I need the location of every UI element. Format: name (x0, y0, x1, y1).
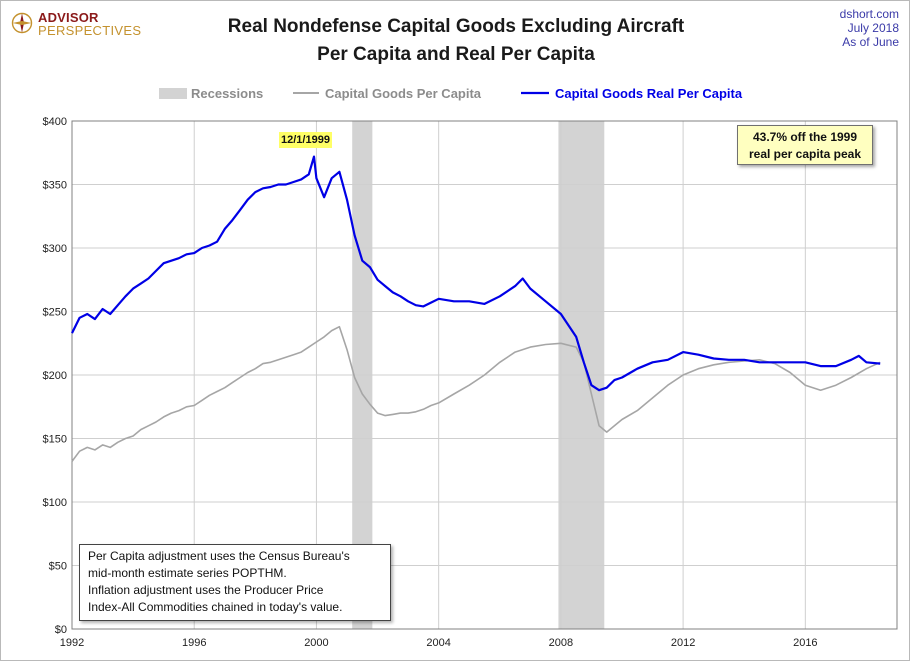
legend-label-nominal: Capital Goods Per Capita (325, 86, 482, 101)
annotation-line-1: 43.7% off the 1999 (752, 130, 858, 144)
peak-date-label: 12/1/1999 (279, 132, 332, 148)
compass-icon (11, 12, 33, 34)
note-line: Per Capita adjustment uses the Census Bu… (88, 549, 350, 563)
legend-label-recessions: Recessions (191, 86, 263, 101)
legend-swatch-recessions (159, 88, 187, 99)
source-info: dshort.com July 2018 As of June (840, 7, 899, 49)
methodology-note: Per Capita adjustment uses the Census Bu… (79, 544, 391, 621)
logo-line-1: ADVISOR (38, 10, 99, 25)
x-tick-label: 2004 (426, 637, 450, 649)
logo-line-2: PERSPECTIVES (38, 23, 142, 38)
x-tick-label: 1992 (60, 637, 84, 649)
x-tick-label: 2016 (793, 637, 817, 649)
x-tick-label: 1996 (182, 637, 206, 649)
series-lines (71, 155, 881, 462)
note-line: Index-All Commodities chained in today's… (88, 600, 343, 614)
y-tick-label: $150 (43, 434, 67, 446)
source-site: dshort.com (839, 7, 899, 21)
y-tick-label: $350 (43, 180, 67, 192)
chart-title: Real Nondefense Capital Goods Excluding … (151, 13, 761, 69)
x-tick-label: 2012 (671, 637, 695, 649)
note-line: Inflation adjustment uses the Producer P… (88, 583, 324, 597)
x-axis-tick-labels: 1992 1996 2000 2004 2008 2012 2016 (60, 637, 818, 649)
y-tick-label: $50 (49, 561, 67, 573)
chart-title-line-2: Per Capita and Real Per Capita (317, 44, 595, 65)
legend-label-real: Capital Goods Real Per Capita (555, 86, 743, 101)
chart-title-line-1: Real Nondefense Capital Goods Excluding … (227, 16, 685, 37)
y-tick-label: $0 (55, 624, 67, 636)
series-line-real (71, 155, 881, 392)
y-tick-label: $400 (43, 116, 67, 128)
source-date: July 2018 (847, 21, 899, 35)
y-tick-label: $200 (43, 370, 67, 382)
y-axis-tick-labels: $0 $50 $100 $150 $200 $250 $300 $350 $400 (43, 116, 67, 636)
y-tick-label: $300 (43, 243, 67, 255)
x-tick-label: 2008 (549, 637, 573, 649)
y-tick-label: $250 (43, 307, 67, 319)
x-tick-label: 2000 (304, 637, 328, 649)
legend: Recessions Capital Goods Per Capita Capita… (159, 86, 743, 101)
advisor-perspectives-logo: ADVISOR PERSPECTIVES (11, 10, 141, 40)
annotation-line-2: real per capita peak (748, 147, 862, 161)
plot-area-border (71, 120, 898, 630)
y-tick-label: $100 (43, 497, 67, 509)
source-asof: As of June (842, 35, 899, 49)
series-line-nominal (71, 325, 881, 462)
peak-decline-annotation: 43.7% off the 1999 real per capita peak (737, 125, 873, 165)
note-line: mid-month estimate series POPTHM. (88, 566, 287, 580)
